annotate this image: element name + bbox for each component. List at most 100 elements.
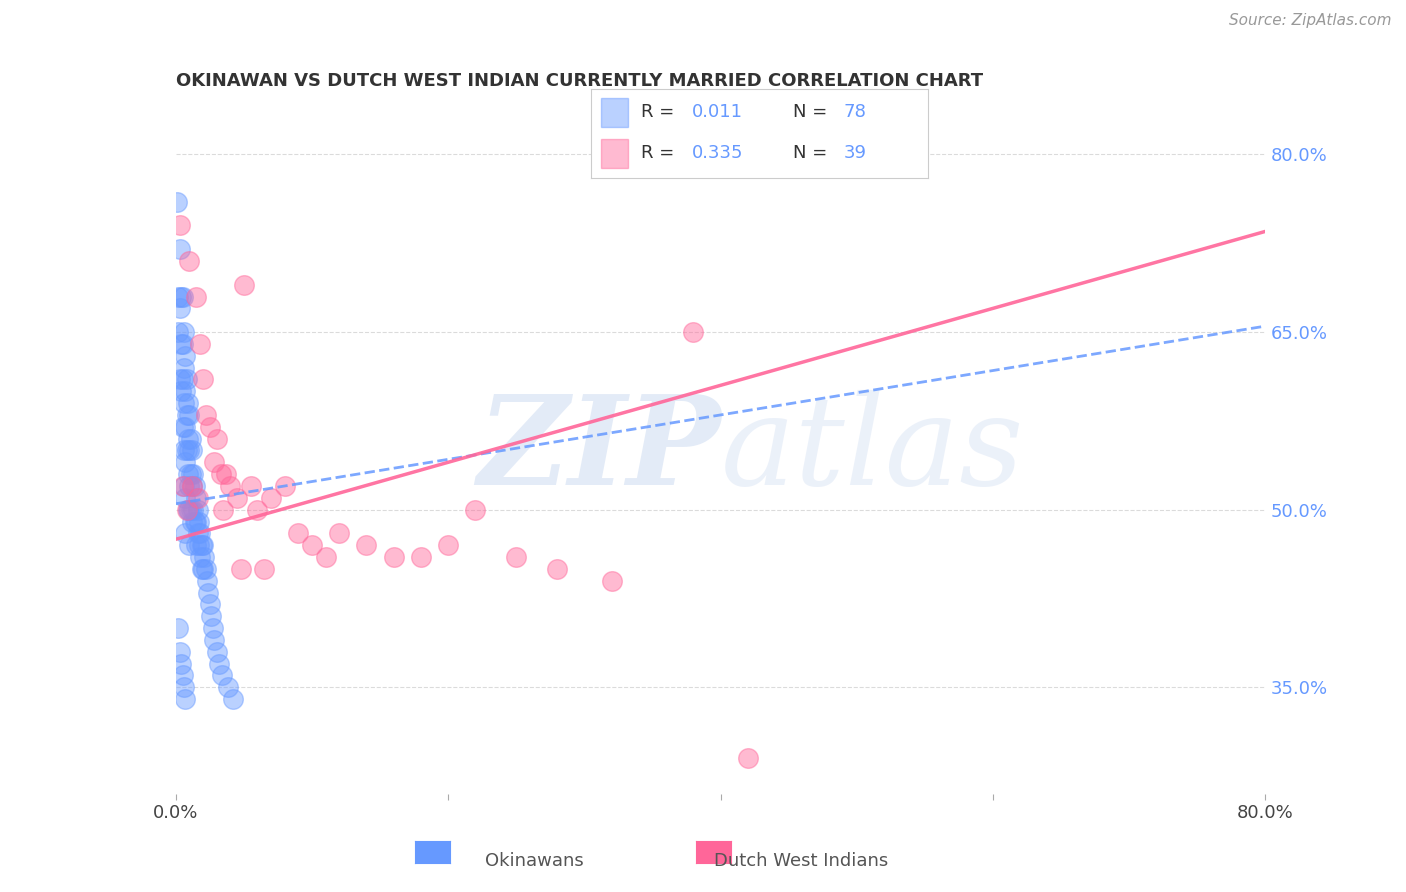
- Point: [181, 479, 204, 493]
- Point: [188, 526, 211, 541]
- Bar: [600, 98, 627, 127]
- Point: [198, 419, 221, 434]
- Text: Source: ZipAtlas.com: Source: ZipAtlas.com: [1229, 13, 1392, 29]
- Point: [169, 372, 191, 386]
- Point: [188, 337, 211, 351]
- Point: [464, 502, 486, 516]
- Text: R =: R =: [641, 103, 681, 121]
- Point: [169, 301, 191, 316]
- Point: [172, 372, 194, 386]
- Point: [179, 502, 201, 516]
- Point: [246, 502, 269, 516]
- Point: [737, 751, 759, 765]
- Point: [217, 681, 239, 695]
- Point: [167, 289, 190, 303]
- Point: [382, 549, 405, 564]
- Point: [202, 455, 225, 469]
- Point: [202, 632, 225, 647]
- Point: [195, 574, 218, 588]
- Point: [188, 549, 211, 564]
- Point: [186, 538, 208, 552]
- Point: [194, 562, 217, 576]
- Point: [179, 254, 201, 268]
- Point: [172, 419, 194, 434]
- Point: [181, 515, 204, 529]
- Point: [173, 325, 195, 339]
- Point: [211, 668, 233, 682]
- Point: [177, 432, 200, 446]
- Point: [183, 467, 205, 482]
- Point: [181, 479, 204, 493]
- Point: [176, 408, 198, 422]
- Point: [167, 325, 190, 339]
- Point: [190, 538, 212, 552]
- Point: [170, 384, 193, 399]
- Point: [179, 408, 201, 422]
- Point: [176, 372, 198, 386]
- Point: [208, 657, 231, 671]
- Point: [187, 515, 209, 529]
- Point: [174, 349, 197, 363]
- Point: [166, 194, 188, 209]
- Point: [191, 372, 214, 386]
- Point: [205, 432, 228, 446]
- Point: [409, 549, 432, 564]
- Point: [169, 242, 191, 256]
- Point: [177, 467, 200, 482]
- Point: [219, 479, 242, 493]
- Point: [437, 538, 460, 552]
- Point: [239, 479, 262, 493]
- Point: [169, 219, 191, 233]
- Point: [179, 538, 201, 552]
- Point: [186, 491, 208, 505]
- Point: [172, 289, 194, 303]
- Text: Okinawans: Okinawans: [485, 852, 583, 870]
- Point: [186, 491, 209, 505]
- Point: [186, 289, 208, 303]
- Point: [197, 585, 219, 599]
- Point: [205, 645, 228, 659]
- Point: [222, 692, 245, 706]
- Point: [260, 491, 283, 505]
- Point: [226, 491, 249, 505]
- Point: [170, 657, 193, 671]
- Point: [177, 502, 200, 516]
- Point: [328, 526, 350, 541]
- Point: [176, 502, 198, 516]
- Point: [183, 502, 205, 516]
- Point: [212, 502, 235, 516]
- Point: [190, 562, 212, 576]
- Point: [173, 681, 195, 695]
- Point: [174, 692, 197, 706]
- Point: [186, 526, 209, 541]
- Point: [356, 538, 378, 552]
- Point: [191, 538, 214, 552]
- Point: [682, 325, 704, 339]
- Point: [200, 609, 222, 624]
- Text: 39: 39: [844, 145, 866, 162]
- Point: [174, 491, 197, 505]
- Point: [274, 479, 297, 493]
- Point: [170, 289, 193, 303]
- Text: 78: 78: [844, 103, 866, 121]
- Point: [173, 443, 195, 458]
- Point: [180, 502, 202, 516]
- Point: [193, 549, 215, 564]
- Point: [174, 455, 197, 469]
- Text: ZIP: ZIP: [477, 390, 721, 511]
- Point: [209, 467, 232, 482]
- Point: [184, 515, 207, 529]
- Point: [194, 408, 217, 422]
- Point: [172, 479, 194, 493]
- Bar: [600, 139, 627, 168]
- Point: [173, 396, 195, 410]
- Text: N =: N =: [793, 103, 832, 121]
- Point: [173, 360, 195, 375]
- Point: [600, 574, 623, 588]
- Point: [177, 396, 200, 410]
- Point: [174, 384, 197, 399]
- Point: [173, 479, 195, 493]
- Text: R =: R =: [641, 145, 681, 162]
- Point: [179, 443, 201, 458]
- Point: [201, 621, 224, 635]
